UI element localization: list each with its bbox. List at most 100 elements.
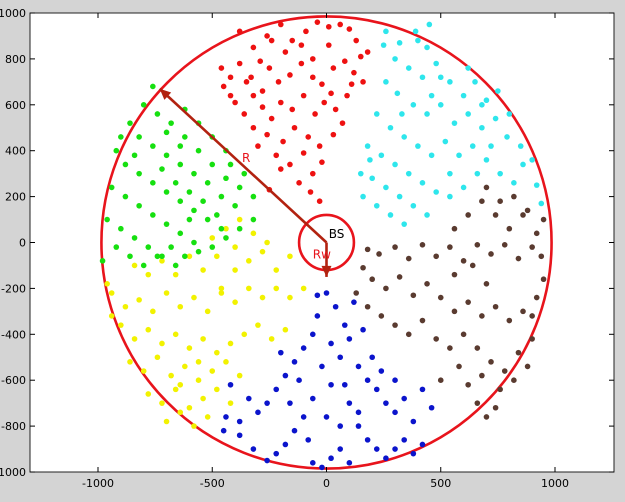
data-point [474, 241, 481, 248]
data-point [159, 166, 165, 172]
data-point [378, 368, 385, 374]
data-point [504, 134, 510, 140]
data-point [131, 262, 138, 269]
data-point [250, 124, 257, 131]
data-point [163, 189, 170, 195]
data-point [241, 111, 248, 117]
data-point [460, 331, 467, 338]
data-point [309, 56, 316, 62]
data-point [410, 418, 417, 425]
data-point [218, 193, 225, 200]
data-point [479, 124, 485, 131]
data-point [483, 184, 490, 191]
data-point [474, 400, 481, 406]
data-point [392, 244, 398, 250]
data-point [104, 216, 110, 223]
data-point [410, 102, 417, 108]
data-point [289, 106, 296, 113]
y-tick-label: 1000 [0, 7, 26, 20]
data-point [460, 184, 467, 191]
data-point [469, 143, 476, 149]
data-point [330, 65, 337, 71]
data-point [433, 336, 439, 342]
data-point [451, 225, 458, 232]
y-tick-label: -1000 [0, 466, 26, 479]
data-point [220, 83, 227, 90]
data-point [186, 216, 193, 223]
data-point [232, 244, 238, 250]
data-point [332, 106, 339, 113]
y-tick-label: -800 [1, 420, 26, 433]
data-point [168, 372, 174, 379]
data-point [108, 184, 115, 191]
data-point [287, 400, 293, 406]
data-point [364, 246, 371, 253]
data-point [316, 143, 323, 149]
data-point [273, 152, 280, 159]
data-point [186, 404, 193, 411]
data-point [483, 97, 490, 104]
data-point [346, 460, 353, 466]
data-point [405, 255, 412, 262]
data-point [540, 216, 547, 223]
data-point [159, 400, 165, 406]
data-point [163, 129, 170, 136]
data-point [401, 395, 407, 402]
data-point [321, 99, 328, 106]
data-point [145, 271, 152, 278]
data-point [182, 253, 188, 260]
data-point [172, 331, 179, 338]
data-point [412, 28, 419, 35]
data-point [497, 198, 503, 204]
data-point [296, 377, 302, 384]
data-point [447, 244, 453, 250]
data-point [383, 79, 389, 85]
data-point [465, 299, 471, 305]
data-point [479, 313, 485, 319]
data-point [154, 253, 161, 260]
data-point [200, 336, 206, 342]
data-point [236, 184, 243, 191]
data-point [488, 143, 494, 149]
data-point [218, 290, 225, 296]
data-point [264, 457, 270, 464]
data-point [278, 349, 284, 356]
data-point [511, 377, 517, 384]
data-point [392, 322, 398, 328]
data-point [316, 198, 323, 204]
data-point [159, 253, 165, 260]
data-point [492, 303, 499, 310]
data-point [250, 230, 257, 237]
data-point [314, 19, 321, 25]
arrow-head [159, 88, 172, 100]
data-point [186, 253, 193, 260]
data-point [529, 313, 535, 319]
data-point [360, 193, 366, 200]
data-point [392, 409, 398, 416]
data-point [136, 297, 142, 303]
data-point [383, 285, 389, 292]
data-point [337, 354, 344, 361]
data-point [172, 271, 179, 278]
data-point [309, 170, 316, 177]
data-point [172, 262, 179, 269]
data-point [538, 200, 545, 207]
data-point [227, 74, 234, 81]
data-point [533, 182, 540, 188]
data-point [204, 308, 211, 315]
data-point [364, 303, 371, 310]
data-point [437, 294, 444, 301]
data-point [497, 170, 503, 177]
data-point [351, 69, 357, 76]
data-point [236, 60, 243, 67]
data-point [529, 157, 535, 163]
data-point [479, 102, 485, 108]
data-point [280, 138, 286, 145]
data-point [163, 418, 170, 425]
annotation-label: BS [329, 227, 345, 241]
data-point [259, 88, 266, 94]
data-point [209, 161, 216, 168]
data-point [214, 212, 220, 218]
data-point [236, 28, 243, 35]
data-point [383, 28, 389, 35]
